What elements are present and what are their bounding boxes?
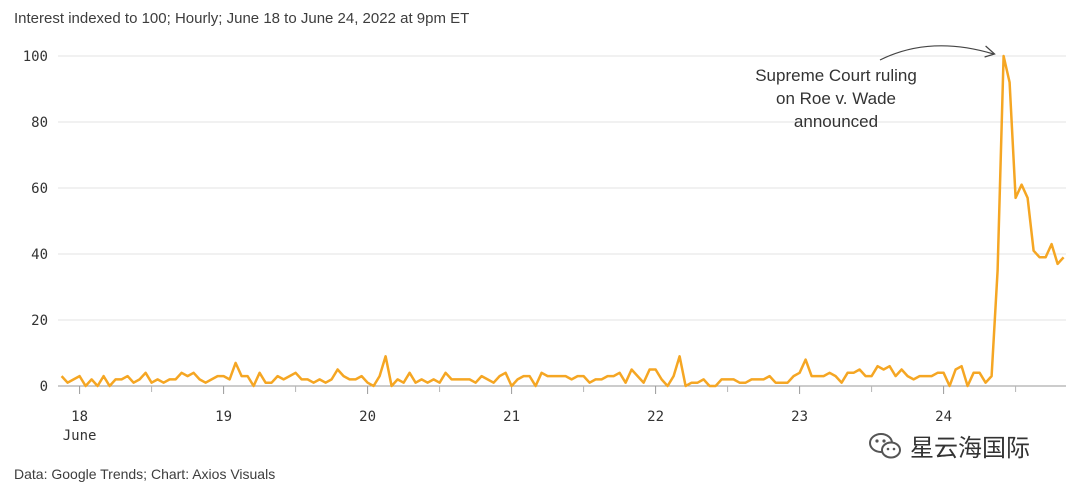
x-tick-sublabel: June: [63, 428, 97, 444]
y-tick-label-0: 0: [40, 379, 48, 395]
x-axis-ticks: 18 June 19 20 21 22 23 24: [63, 386, 1017, 444]
x-tick-label-23: 23: [791, 409, 808, 425]
y-tick-label-20: 20: [31, 313, 48, 329]
y-tick-label-100: 100: [23, 49, 48, 65]
series-line: [60, 54, 1065, 388]
wechat-logo-icon: [869, 432, 901, 458]
x-tick-label-21: 21: [503, 409, 520, 425]
x-tick-label-24: 24: [935, 409, 952, 425]
annotation-arrowhead: [984, 45, 996, 58]
annotation-text-line: Supreme Court ruling: [755, 66, 917, 85]
y-tick-label-40: 40: [31, 247, 48, 263]
chart-subtitle: Interest indexed to 100; Hourly; June 18…: [14, 10, 470, 27]
grid-lines: [58, 55, 1066, 387]
x-tick-label-22: 22: [647, 409, 664, 425]
annotation-arrow: [879, 45, 994, 61]
y-axis-ticks: 0 20 40 60 80 100: [23, 49, 48, 395]
watermark: 星云海国际: [868, 428, 1030, 463]
y-tick-label-60: 60: [31, 181, 48, 197]
watermark-text: 星云海国际: [910, 434, 1030, 462]
x-tick-label-18: 18: [71, 409, 88, 425]
annotation-text-line: on Roe v. Wade: [776, 89, 896, 108]
annotations: Supreme Court ruling on Roe v. Wade announ…: [755, 45, 996, 131]
x-tick-label-19: 19: [215, 409, 232, 425]
annotation-text-line: announced: [794, 112, 878, 131]
source-note: Data: Google Trends; Chart: Axios Visual…: [14, 466, 276, 482]
x-tick-label-20: 20: [359, 409, 376, 425]
y-tick-label-80: 80: [31, 115, 48, 131]
